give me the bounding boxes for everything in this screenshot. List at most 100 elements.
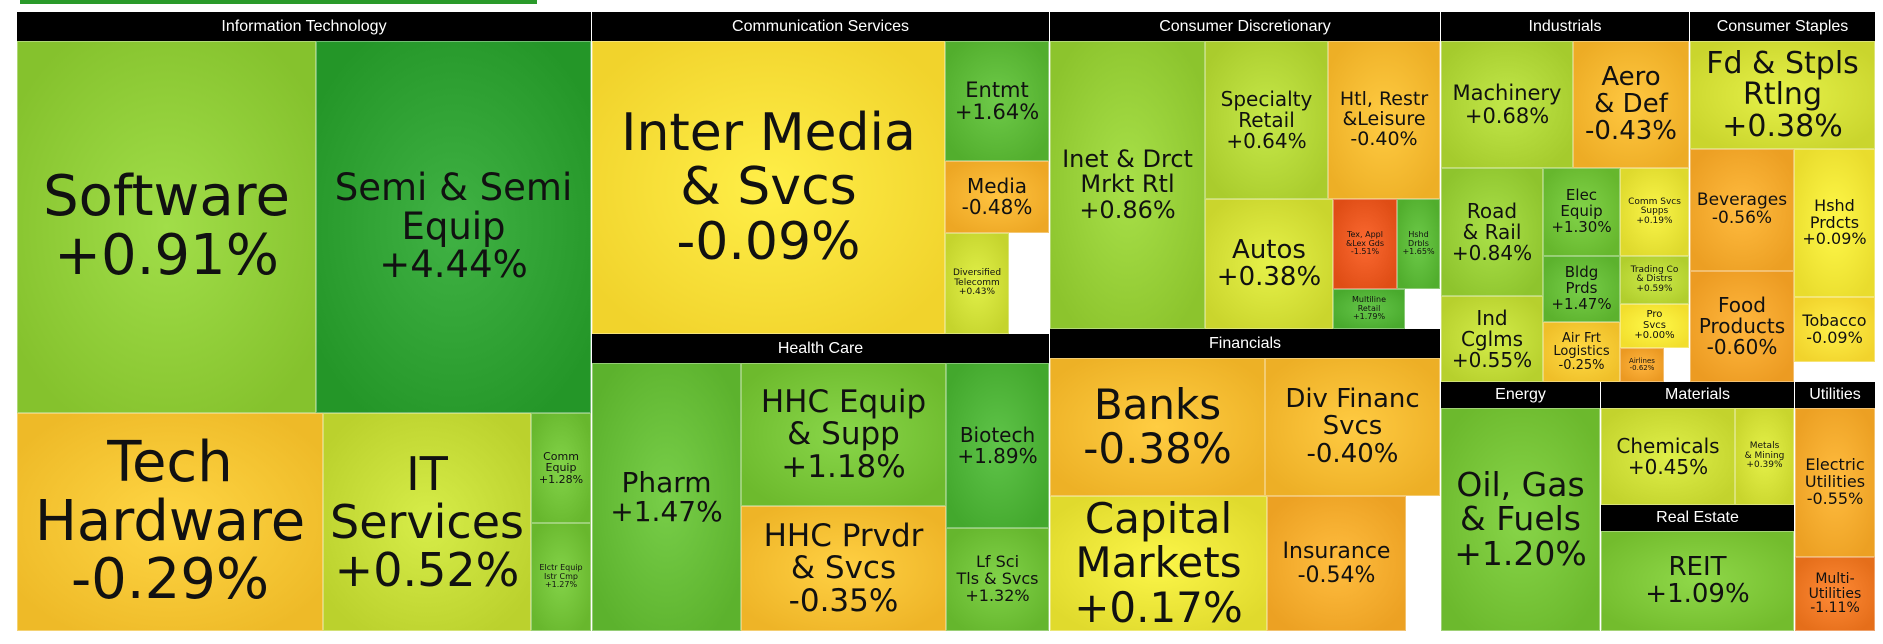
- industry-change: +0.52%: [334, 543, 520, 598]
- industry-change: +0.91%: [54, 223, 279, 288]
- industry-tile-autos[interactable]: Autos +0.38%: [1205, 199, 1333, 329]
- industry-tile-htl-restr-leisure[interactable]: Htl, Restr &Leisure -0.40%: [1328, 41, 1440, 199]
- industry-change: +0.17%: [1074, 582, 1243, 631]
- industry-tile-semi-semi-equip[interactable]: Semi & Semi Equip +4.44%: [316, 41, 591, 413]
- industry-tile-specialty-retail[interactable]: Specialty Retail +0.64%: [1205, 41, 1328, 199]
- industry-tile-beverages[interactable]: Beverages -0.56%: [1690, 149, 1794, 271]
- industry-tile-entmt[interactable]: Entmt +1.64%: [945, 41, 1049, 161]
- industry-label: Elec Equip: [1560, 186, 1603, 221]
- industry-label: Aero & Def: [1594, 61, 1668, 119]
- industry-label: Entmt: [965, 77, 1029, 102]
- industry-change: -1.11%: [1810, 600, 1860, 617]
- industry-label: Elctr Equip Istr Cmp: [539, 563, 583, 581]
- industry-tile-it-services[interactable]: IT Services +0.52%: [323, 413, 531, 631]
- industry-tile-fd-stpls-rtlng[interactable]: Fd & Stpls Rtlng +0.38%: [1690, 41, 1875, 149]
- industry-tile-reit[interactable]: REIT +1.09%: [1601, 531, 1794, 631]
- industry-change: +1.28%: [538, 472, 584, 486]
- industry-change: +0.38%: [1722, 108, 1843, 144]
- industry-label: Ind Cglms: [1460, 305, 1524, 351]
- sector-header-materials: Materials: [1601, 382, 1794, 408]
- industry-tile-aero-def[interactable]: Aero & Def -0.43%: [1573, 41, 1689, 168]
- industry-change: +1.79%: [1352, 312, 1386, 322]
- industry-label: Multi- Utilities: [1808, 570, 1862, 602]
- industry-tile-food-products[interactable]: Food Products -0.60%: [1690, 271, 1794, 382]
- industry-change: +0.68%: [1464, 103, 1550, 128]
- industry-tile-insurance[interactable]: Insurance -0.54%: [1267, 496, 1406, 631]
- industry-label: HHC Equip & Supp: [760, 383, 927, 453]
- industry-tile-comm-svcs-supps[interactable]: Comm Svcs Supps +0.19%: [1620, 168, 1689, 256]
- industry-tile-pro-svcs[interactable]: Pro Svcs +0.00%: [1620, 304, 1689, 348]
- industry-label: Pro Svcs: [1643, 309, 1666, 331]
- industry-tile-hshd-prdcts[interactable]: Hshd Prdcts +0.09%: [1794, 149, 1875, 297]
- industry-label: Software: [43, 164, 290, 230]
- industry-tile-comm-equip[interactable]: Comm Equip +1.28%: [531, 413, 591, 523]
- industry-label: Fd & Stpls Rtlng: [1706, 45, 1859, 113]
- industry-tile-diversified-telecomm[interactable]: Diversified Telecomm +0.43%: [945, 233, 1009, 334]
- industry-tile-chemicals[interactable]: Chemicals +0.45%: [1601, 408, 1735, 505]
- industry-tile-inter-media-svcs[interactable]: Inter Media & Svcs -0.09%: [592, 41, 945, 334]
- industry-tile-pharm[interactable]: Pharm +1.47%: [592, 363, 741, 631]
- industry-change: -0.60%: [1706, 335, 1778, 359]
- industry-tile-lf-sci-tls-svcs[interactable]: Lf Sci Tls & Svcs +1.32%: [946, 528, 1049, 631]
- industry-change: +0.64%: [1226, 128, 1307, 153]
- industry-tile-tech-hardware[interactable]: Tech Hardware -0.29%: [17, 413, 323, 631]
- industry-tile-road-rail[interactable]: Road & Rail +0.84%: [1441, 168, 1543, 296]
- sector-header-real-estate: Real Estate: [1601, 505, 1794, 531]
- industry-label: Machinery: [1452, 81, 1562, 106]
- industry-tile-machinery[interactable]: Machinery +0.68%: [1441, 41, 1573, 168]
- industry-tile-hhc-equip-supp[interactable]: HHC Equip & Supp +1.18%: [741, 363, 946, 506]
- industry-change: -0.48%: [961, 195, 1033, 219]
- industry-change: -0.55%: [1806, 488, 1864, 508]
- sector-header-consumer-staples: Consumer Staples: [1690, 12, 1875, 41]
- industry-tile-biotech[interactable]: Biotech +1.89%: [946, 363, 1049, 528]
- industry-tile-bldg-prds[interactable]: Bldg Prds +1.47%: [1543, 256, 1620, 322]
- industry-change: +4.44%: [379, 243, 528, 287]
- industry-label: Pharm: [621, 465, 712, 499]
- industry-change: -0.09%: [676, 211, 861, 272]
- industry-change: +1.09%: [1645, 579, 1750, 609]
- industry-label: Airlines: [1629, 356, 1655, 365]
- industry-label: Tech Hardware: [34, 429, 306, 554]
- industry-label: Inter Media & Svcs: [621, 102, 916, 218]
- industry-change: +0.55%: [1451, 347, 1533, 372]
- industry-tile-inet-drct-mrkt-rtl[interactable]: Inet & Drct Mrkt Rtl +0.86%: [1050, 41, 1205, 329]
- industry-change: -0.25%: [1558, 357, 1605, 373]
- industry-label: Hshd Drbls: [1408, 230, 1429, 248]
- industry-tile-electric-utilities[interactable]: Electric Utilities -0.55%: [1795, 408, 1875, 557]
- industry-change: +0.43%: [958, 287, 996, 298]
- industry-tile-capital-markets[interactable]: Capital Markets +0.17%: [1050, 496, 1267, 631]
- industry-tile-div-financ-svcs[interactable]: Div Financ Svcs -0.40%: [1265, 358, 1440, 496]
- industry-tile-airlines[interactable]: Airlines -0.62%: [1620, 348, 1664, 382]
- industry-label: Metals & Mining: [1744, 441, 1785, 461]
- industry-label: Road & Rail: [1462, 198, 1522, 244]
- industry-change: +1.18%: [781, 448, 906, 485]
- industry-tile-tex-appl-lex-gds[interactable]: Tex, Appl &Lex Gds -1.51%: [1333, 199, 1397, 289]
- industry-tile-banks[interactable]: Banks -0.38%: [1050, 358, 1265, 496]
- industry-tile-multi-utilities[interactable]: Multi- Utilities -1.11%: [1795, 557, 1875, 631]
- industry-tile-ind-cglms[interactable]: Ind Cglms +0.55%: [1441, 296, 1543, 382]
- industry-change: +0.39%: [1746, 460, 1783, 471]
- industry-tile-hhc-prvdr-svcs[interactable]: HHC Prvdr & Svcs -0.35%: [741, 506, 946, 631]
- industry-tile-software[interactable]: Software +0.91%: [17, 41, 316, 413]
- industry-tile-trading-co-distrs[interactable]: Trading Co & Distrs +0.59%: [1620, 256, 1689, 304]
- industry-change: +1.32%: [965, 585, 1030, 605]
- industry-tile-tobacco[interactable]: Tobacco -0.09%: [1794, 297, 1875, 362]
- industry-label: Lf Sci Tls & Svcs: [956, 552, 1039, 589]
- industry-change: -0.54%: [1297, 562, 1376, 588]
- industry-tile-elec-equip[interactable]: Elec Equip +1.30%: [1543, 168, 1620, 256]
- sector-header-financials: Financials: [1050, 329, 1440, 358]
- industry-label: Diversified Telecomm: [952, 268, 1002, 288]
- industry-tile-oil-gas-fuels[interactable]: Oil, Gas & Fuels +1.20%: [1441, 408, 1600, 631]
- industry-tile-media[interactable]: Media -0.48%: [945, 161, 1049, 233]
- industry-label: Hshd Prdcts: [1809, 195, 1860, 232]
- industry-change: +1.27%: [544, 580, 578, 590]
- industry-change: +0.00%: [1634, 330, 1675, 342]
- industry-change: +1.30%: [1551, 217, 1612, 236]
- industry-tile-elctr-equip-istr-cmp[interactable]: Elctr Equip Istr Cmp +1.27%: [531, 523, 591, 631]
- industry-tile-hshd-drbls[interactable]: Hshd Drbls +1.65%: [1397, 199, 1440, 289]
- industry-tile-metals-mining[interactable]: Metals & Mining +0.39%: [1735, 408, 1794, 505]
- sector-header-health-care: Health Care: [592, 334, 1049, 363]
- industry-tile-air-frt-logistics[interactable]: Air Frt Logistics -0.25%: [1543, 322, 1620, 382]
- industry-change: +0.19%: [1636, 215, 1673, 226]
- industry-tile-multiline-retail[interactable]: Multiline Retail +1.79%: [1333, 289, 1405, 329]
